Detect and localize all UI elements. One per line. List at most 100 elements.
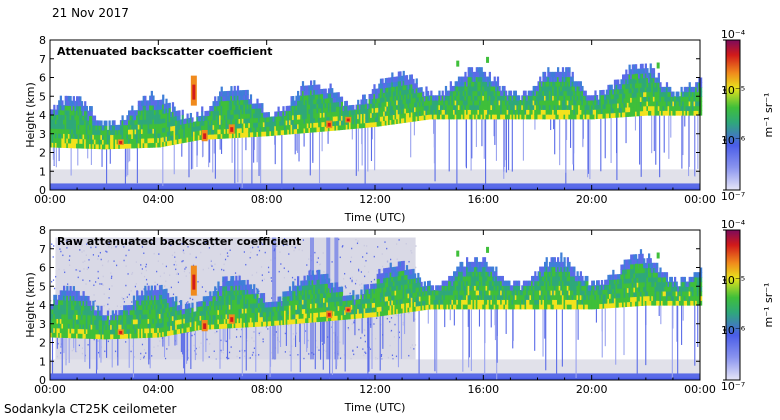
noise-pixel <box>123 259 125 262</box>
cloud-cell <box>69 300 72 306</box>
cloud-cell <box>256 122 259 128</box>
noise-pixel <box>354 282 357 285</box>
cloud-cell <box>121 324 124 330</box>
cloud-cell <box>110 129 113 136</box>
cloud-cell <box>415 83 418 89</box>
cloud-cell <box>405 98 409 104</box>
cloud-cell <box>613 93 617 100</box>
noise-pixel <box>176 272 179 274</box>
cloud-cell <box>85 105 88 112</box>
noise-pixel <box>184 268 186 270</box>
cloud-cell <box>336 125 339 131</box>
cloud-cell <box>592 113 595 120</box>
noise-pixel <box>278 270 280 273</box>
cloud-cell <box>545 76 548 82</box>
noise-pixel <box>52 279 55 281</box>
noise-pixel <box>343 354 345 356</box>
cloud-cell <box>222 105 225 111</box>
cloud-cell <box>638 73 641 79</box>
cloud-cell <box>165 122 168 128</box>
cloud-cell <box>308 127 311 133</box>
cloud-cell <box>654 110 657 116</box>
noise-pixel <box>143 357 145 359</box>
cloud-cell <box>324 102 327 108</box>
cloud-cell <box>171 120 175 127</box>
noise-pixel <box>81 244 83 247</box>
cloud-cell <box>615 84 618 90</box>
cloud-cell <box>600 99 604 105</box>
cloud-cell <box>233 104 236 110</box>
cloud-cell <box>87 305 90 311</box>
fall-streak <box>545 308 547 371</box>
cloud-cell <box>149 323 152 329</box>
noise-pixel <box>181 243 183 245</box>
fall-streak <box>505 308 507 334</box>
cloud-cell <box>89 129 92 135</box>
cloud-cell <box>358 113 361 119</box>
cloud-cell <box>150 90 153 97</box>
cloud-cell <box>297 128 300 134</box>
fall-streak <box>202 139 204 157</box>
cloud-cell <box>646 82 649 88</box>
noise-pixel <box>414 318 416 321</box>
cloud-cell <box>329 125 332 132</box>
cloud-cell <box>219 124 222 130</box>
cloud-cell <box>261 117 264 123</box>
fall-streak <box>645 305 647 366</box>
cloud-cell <box>238 90 241 96</box>
cloud-cell <box>126 143 129 149</box>
cloud-cell <box>77 110 80 116</box>
cloud-cell <box>105 329 108 335</box>
fall-streak <box>354 318 356 336</box>
cloud-cell <box>639 63 643 70</box>
cloud-cell <box>129 309 132 316</box>
cloud-cell <box>495 114 498 120</box>
cloud-cell <box>636 68 639 75</box>
cloud-cell <box>220 95 223 102</box>
cloud-cell <box>227 119 230 125</box>
cloud-cell <box>248 113 251 119</box>
cloud-cell <box>610 103 613 109</box>
cloud-cell <box>115 310 118 316</box>
cloud-cell <box>54 313 58 319</box>
cloud-cell <box>381 78 384 84</box>
cloud-cell <box>219 119 222 125</box>
noise-pixel <box>292 333 294 335</box>
cloud-cell <box>675 105 678 111</box>
cloud-cell <box>457 104 461 110</box>
cloud-cell <box>69 323 72 329</box>
noise-pixel <box>414 344 417 346</box>
cloud-cell <box>212 115 215 121</box>
fall-streak <box>653 115 655 152</box>
cloud-cell <box>592 95 595 101</box>
cloud-cell <box>157 322 160 329</box>
cloud-cell <box>92 134 95 140</box>
cloud-cell <box>626 102 630 108</box>
x-tick-label: 16:00 <box>467 193 499 206</box>
cloud-cell <box>545 104 548 110</box>
cloud-cell <box>220 128 223 135</box>
cloud-cell <box>378 92 381 99</box>
fall-streak <box>303 322 306 345</box>
cloud-cell <box>415 92 418 98</box>
cloud-cell <box>110 134 113 140</box>
cloud-cell <box>262 131 266 137</box>
cloud-cell <box>155 313 158 319</box>
fall-streak <box>285 324 287 346</box>
cloud-cell <box>415 97 418 103</box>
cloud-cell <box>129 143 132 149</box>
fall-streak <box>484 308 486 375</box>
cloud-cell <box>196 125 199 132</box>
cloud-cell <box>373 93 376 99</box>
cloud-cell <box>76 96 79 102</box>
cloud-cell <box>249 131 253 138</box>
noise-pixel <box>198 244 200 247</box>
cloud-cell <box>425 109 428 116</box>
cloud-cell <box>561 71 565 78</box>
cloud-cell <box>379 97 383 103</box>
cloud-cell <box>103 125 106 131</box>
cloud-cell <box>318 112 321 118</box>
cloud-cell <box>220 133 223 139</box>
noise-pixel <box>251 354 254 356</box>
cloud-cell <box>149 137 152 144</box>
